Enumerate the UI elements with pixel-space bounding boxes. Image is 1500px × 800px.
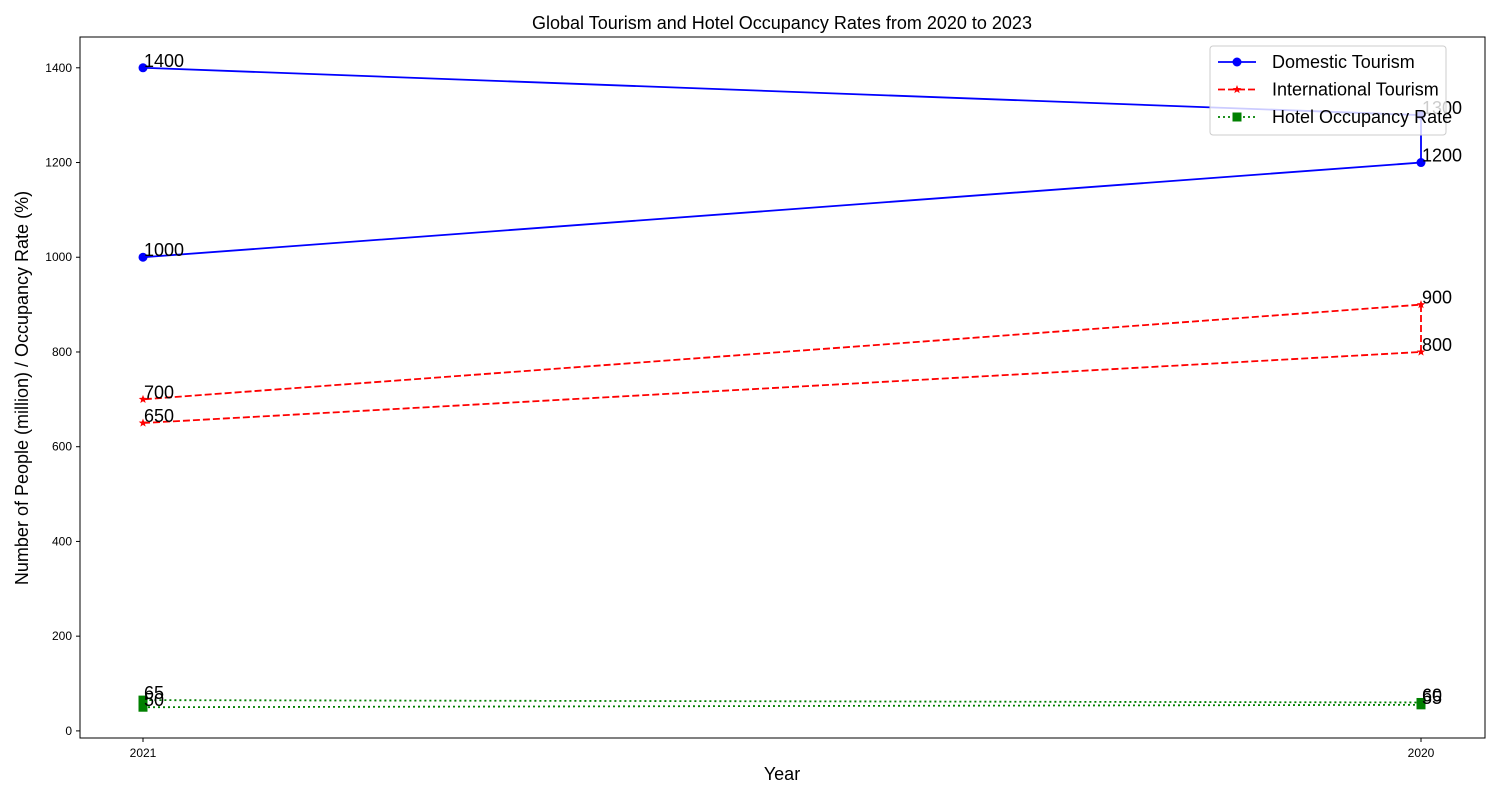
data-point <box>138 418 148 427</box>
data-label: 650 <box>144 406 174 426</box>
y-tick-label: 1000 <box>45 250 72 264</box>
x-axis-title: Year <box>764 764 800 784</box>
plot-frame <box>79 36 1486 739</box>
data-label: 65 <box>144 683 164 703</box>
data-point <box>138 702 148 712</box>
x-tick-label: 2020 <box>1408 746 1435 760</box>
series-line <box>142 699 1422 709</box>
data-label: 55 <box>1422 688 1442 708</box>
x-tick-label: 2021 <box>130 746 157 760</box>
data-label: 50 <box>144 690 164 710</box>
series-layer <box>138 63 1426 712</box>
data-point <box>1416 158 1426 168</box>
data-label: 1200 <box>1422 146 1462 166</box>
data-point <box>1416 697 1426 707</box>
chart-title: Global Tourism and Hotel Occupancy Rates… <box>532 13 1032 33</box>
data-point <box>1416 300 1426 309</box>
data-point <box>138 695 148 705</box>
y-tick-label: 600 <box>52 440 72 454</box>
x-axis: 2021 2020 <box>130 738 1435 760</box>
series-line <box>142 66 1422 259</box>
legend-label: Hotel Occupancy Rate <box>1272 107 1452 127</box>
data-point <box>138 394 148 403</box>
legend-label: International Tourism <box>1272 80 1439 100</box>
y-axis-title: Number of People (million) / Occupancy R… <box>12 191 32 585</box>
data-point <box>138 252 148 262</box>
legend-box <box>1209 45 1447 136</box>
data-point <box>138 63 148 73</box>
legend-marker <box>1232 112 1242 122</box>
data-label: 700 <box>144 382 174 402</box>
y-tick-label: 200 <box>52 629 72 643</box>
data-label: 1400 <box>144 51 184 71</box>
y-axis: 0 200 400 600 800 1000 1200 1400 <box>45 61 80 738</box>
y-tick-label: 400 <box>52 534 72 548</box>
y-tick-label: 800 <box>52 345 72 359</box>
y-tick-label: 1400 <box>45 61 72 75</box>
data-point <box>1416 347 1426 356</box>
data-label: 1000 <box>144 240 184 260</box>
series-line <box>142 303 1422 424</box>
data-labels: 100012001300140065080090070050556065 <box>144 51 1462 710</box>
data-label: 800 <box>1422 335 1452 355</box>
legend: Domestic Tourism International Tourism Hot… <box>1209 45 1452 136</box>
legend-marker <box>1232 57 1242 67</box>
data-label: 60 <box>1422 685 1442 705</box>
y-tick-label: 0 <box>65 724 72 738</box>
y-tick-label: 1200 <box>45 156 72 170</box>
legend-label: Domestic Tourism <box>1272 52 1415 72</box>
data-label: 900 <box>1422 288 1452 308</box>
legend-marker <box>1232 85 1242 94</box>
